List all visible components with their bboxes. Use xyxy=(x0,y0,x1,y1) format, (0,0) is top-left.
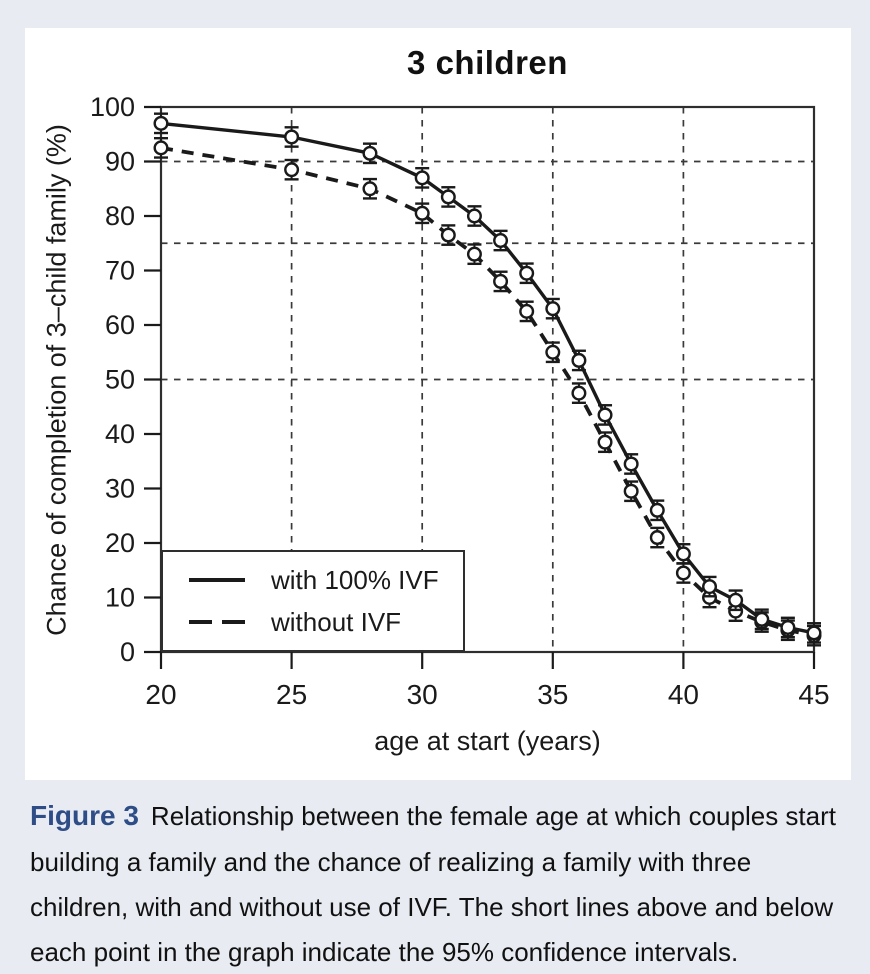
x-tick-label: 45 xyxy=(798,679,829,710)
legend-solid-line-swatch xyxy=(189,578,245,582)
data-point xyxy=(362,181,378,197)
data-point xyxy=(493,233,509,249)
data-point xyxy=(440,227,456,243)
data-point xyxy=(284,162,300,178)
data-point xyxy=(414,205,430,221)
y-tick-label: 90 xyxy=(105,147,135,177)
data-point xyxy=(414,170,430,186)
data-point xyxy=(571,385,587,401)
chart-plot-area: 0 10 20 30 40 50 60 70 80 90 100 20 25 30 35 40 45 xyxy=(90,92,830,710)
figure-caption: Figure 3 Relationship between the female … xyxy=(30,792,844,974)
figure-caption-label: Figure 3 xyxy=(30,800,139,831)
figure-caption-text: Relationship between the female age at w… xyxy=(30,801,836,967)
x-axis-label: age at start (years) xyxy=(374,726,601,756)
data-point xyxy=(649,502,665,518)
data-point xyxy=(466,246,482,262)
figure-panel: 0 10 20 30 40 50 60 70 80 90 100 20 25 30 35 40 45 3 chi… xyxy=(25,28,851,780)
data-point xyxy=(728,592,744,608)
y-tick-label: 80 xyxy=(105,201,135,231)
data-point xyxy=(623,456,639,472)
y-tick-label: 70 xyxy=(105,256,135,286)
legend-label-with-ivf: with 100% IVF xyxy=(271,564,439,595)
data-point xyxy=(153,140,169,156)
data-point xyxy=(754,611,770,627)
data-point xyxy=(493,273,509,289)
y-tick-label: 20 xyxy=(105,528,135,558)
y-axis-label: Chance of completion of 3–child family (… xyxy=(41,124,72,636)
y-tick-label: 60 xyxy=(105,310,135,340)
data-point xyxy=(284,129,300,145)
legend-label-without-ivf: without IVF xyxy=(271,606,402,637)
data-point xyxy=(702,579,718,595)
legend-entry-with-ivf: with 100% IVF xyxy=(189,565,463,596)
x-tick-label: 40 xyxy=(668,679,699,710)
y-tick-label: 40 xyxy=(105,419,135,449)
data-point xyxy=(649,530,665,546)
data-point xyxy=(545,344,561,360)
data-point xyxy=(153,115,169,131)
data-point xyxy=(362,145,378,161)
y-tick-label: 0 xyxy=(120,637,135,667)
data-point xyxy=(623,483,639,499)
data-point xyxy=(519,303,535,319)
data-point xyxy=(519,265,535,281)
data-point xyxy=(675,565,691,581)
data-point xyxy=(440,189,456,205)
data-point xyxy=(571,352,587,368)
chart-title: 3 children xyxy=(407,44,568,81)
data-point xyxy=(780,619,796,635)
data-point xyxy=(597,407,613,423)
legend-dashed-line-swatch xyxy=(189,620,245,624)
x-tick-label: 20 xyxy=(145,679,176,710)
legend-entry-without-ivf: without IVF xyxy=(189,607,463,638)
data-point xyxy=(466,208,482,224)
x-tick-label: 30 xyxy=(407,679,438,710)
y-tick-label: 100 xyxy=(90,92,135,122)
y-tick-label: 30 xyxy=(105,474,135,504)
data-point xyxy=(597,434,613,450)
legend: with 100% IVF without IVF xyxy=(161,550,465,652)
y-tick-label: 10 xyxy=(105,583,135,613)
x-tick-label: 25 xyxy=(276,679,307,710)
data-point xyxy=(675,546,691,562)
y-tick-label: 50 xyxy=(105,365,135,395)
data-point xyxy=(545,301,561,317)
x-tick-label: 35 xyxy=(537,679,568,710)
data-point xyxy=(806,625,822,641)
